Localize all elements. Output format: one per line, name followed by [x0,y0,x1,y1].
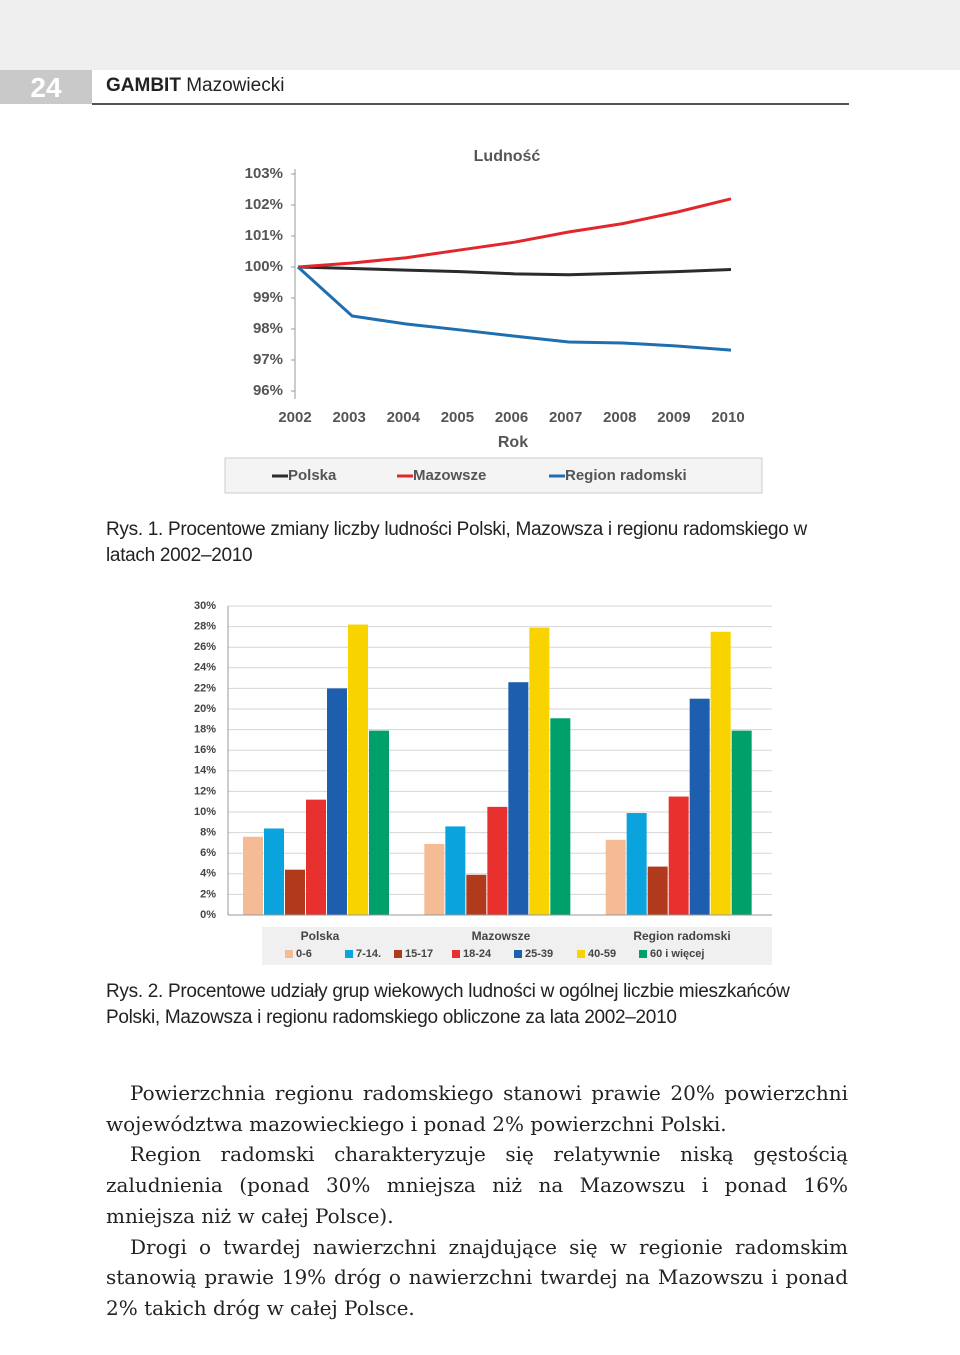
y-tick-label: 96% [253,382,283,399]
paragraph: Powierzchnia regionu radomskiego stanowi… [106,1081,848,1136]
y-tick-label: 2% [200,888,216,900]
bar [550,718,571,915]
bar [348,624,368,915]
y-tick-label: 14% [194,765,216,777]
legend-label: 25-39 [525,948,553,960]
x-tick-label: 2005 [441,409,474,426]
caption: Rys. 1. Procentowe zmiany liczby ludnośc… [106,519,807,566]
x-tick-label: Polska [301,929,340,943]
legend-label: Region radomski [565,467,687,484]
legend-box [224,457,763,494]
legend-label: Mazowsze [413,467,486,484]
x-tick-label: Region radomski [633,929,730,943]
y-tick-label: 18% [194,724,216,736]
y-tick-label: 12% [194,785,216,797]
y-tick-label: 22% [194,682,216,694]
page-number: 24 [0,70,92,104]
legend-label: 15-17 [405,948,433,960]
y-tick-label: 103% [245,165,283,182]
x-tick-label: 2009 [657,409,690,426]
legend-swatch [452,950,460,958]
x-tick-label: 2002 [278,409,311,426]
paragraph: Drogi o twardej nawierzchni znajdujące s… [106,1234,848,1320]
legend-swatch [345,950,353,958]
legend-label: 40-59 [588,948,616,960]
legend-label: 60 i więcej [650,948,704,960]
bar [529,627,550,915]
bar [369,730,389,915]
y-tick-label: 98% [253,320,283,337]
running-head: GAMBIT Mazowiecki [106,74,284,98]
y-tick-label: 10% [194,806,216,818]
bar [487,806,508,915]
x-tick-label: 2003 [332,409,365,426]
x-tick-label: 2007 [549,409,582,426]
y-tick-label: 97% [253,351,283,368]
legend-label: 0-6 [296,948,312,960]
y-tick-label: 26% [194,641,216,653]
bar [668,796,689,915]
legend-label: 7-14. [356,948,381,960]
line [297,265,732,277]
y-tick-label: 99% [253,289,283,306]
legend-band [262,927,772,965]
paragraph: Region radomski charakteryzuje się relat… [106,1142,848,1228]
x-tick-label: Mazowsze [472,929,531,943]
chart-title: Ludność [474,148,541,165]
legend-swatch [639,950,647,958]
bar [689,698,710,915]
x-tick-label: 2010 [711,409,744,426]
y-tick-label: 8% [200,827,216,839]
y-tick-label: 30% [194,600,216,612]
y-tick-label: 100% [245,258,283,275]
top-band [0,0,960,70]
legend-swatch [394,950,402,958]
bar [243,836,263,915]
bar [445,826,466,915]
y-tick-label: 0% [200,909,216,921]
legend-swatch [285,950,293,958]
bar [306,799,326,915]
y-tick-label: 28% [194,621,216,633]
line [296,265,732,352]
x-tick-label: 2006 [495,409,528,426]
bar [710,631,731,915]
region: Mazowiecki [186,75,285,96]
y-tick-label: 101% [245,227,283,244]
legend-label: 18-24 [463,948,492,960]
bar [466,874,487,915]
x-tick-label: 2008 [603,409,636,426]
y-tick-label: 6% [200,847,216,859]
y-tick-label: 20% [194,703,216,715]
caption: Rys. 2. Procentowe udziały grup wiekowyc… [106,981,790,1028]
bar [626,813,647,915]
x-axis-label: Rok [498,434,528,451]
x-tick-label: 2004 [387,409,421,426]
bar [264,828,284,915]
bar [605,839,626,915]
body-text: Powierzchnia regionu radomskiego stanowi… [106,1078,848,1324]
y-tick-label: 4% [200,868,216,880]
y-tick-label: 16% [194,744,216,756]
charts: Ludność 96% 97% 98% 99% 100% 101% 102% 103% 2002 2… [194,148,772,965]
y-tick-label: 102% [245,196,283,213]
bar [731,730,752,915]
bar [327,688,347,915]
header-rule [92,103,849,105]
bar [285,869,305,915]
legend-swatch [514,950,522,958]
brand: GAMBIT [106,75,181,96]
bar [647,866,668,915]
legend-label: Polska [288,467,337,484]
line [297,197,732,269]
legend-swatch [577,950,585,958]
bar [424,843,445,915]
y-tick-label: 24% [194,662,216,674]
bar [508,682,529,915]
